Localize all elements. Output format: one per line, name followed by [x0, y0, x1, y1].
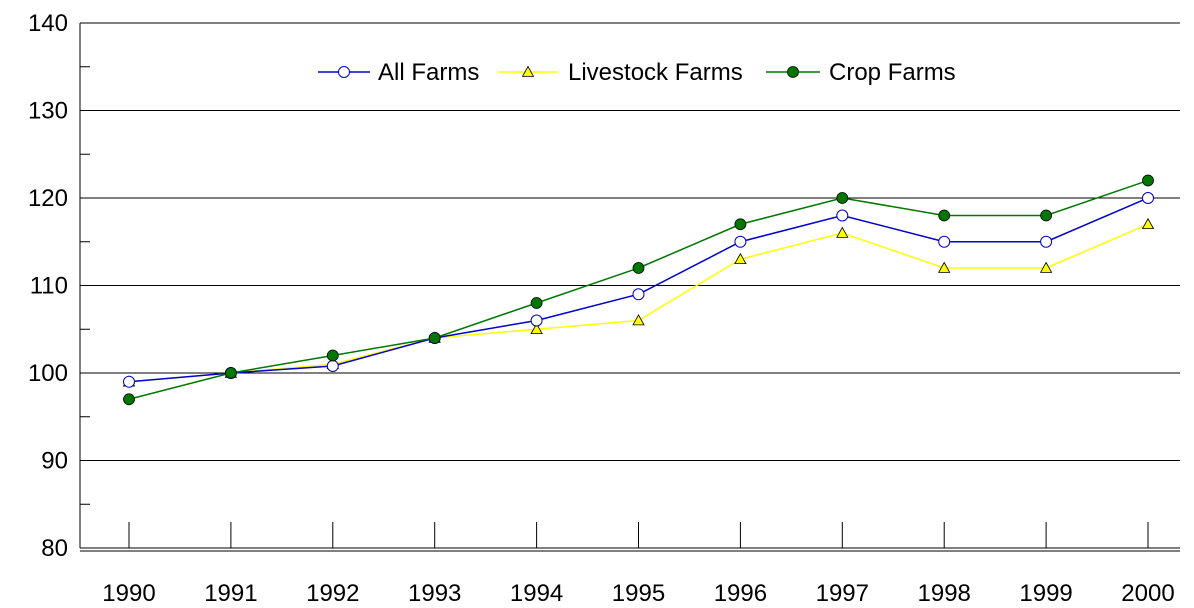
axes: [79, 23, 1180, 552]
data-point-crop-farms: [123, 393, 135, 406]
y-tick-label: 90: [41, 448, 68, 475]
data-point-all-farms: [938, 235, 951, 248]
x-tick-label: 1996: [714, 580, 767, 607]
gridlines: [80, 22, 1180, 461]
data-point-crop-farms: [632, 262, 645, 274]
y-tick-label: 110: [30, 273, 68, 300]
x-axis-ticks: 1990 1991 1992 1993 1994 1995 1996 1997 1998 1999…: [102, 522, 1175, 607]
legend: All Farms Livestock Farms Crop Farms: [318, 59, 956, 86]
x-tick-label: 1992: [306, 580, 359, 607]
data-point-all-farms: [326, 360, 339, 372]
data-point-livestock-farms: [530, 322, 543, 335]
legend-label-all-farms: All Farms: [378, 59, 479, 86]
y-tick-label: 120: [28, 185, 68, 212]
data-point-all-farms: [530, 314, 543, 327]
x-tick-label: 1990: [102, 580, 155, 607]
legend-marker-all-farms: [338, 66, 350, 78]
x-tick-label: 1994: [510, 580, 563, 607]
data-point-livestock-farms: [1141, 217, 1155, 230]
series-crop-farms: [123, 174, 1154, 406]
x-tick-label: 1991: [204, 580, 257, 607]
y-axis-ticks: 80 90 100 110 120 130 140: [28, 10, 90, 562]
data-point-crop-farms: [1142, 174, 1154, 187]
data-point-crop-farms: [224, 367, 237, 379]
y-tick-label: 100: [28, 360, 68, 387]
data-point-crop-farms: [1040, 209, 1052, 222]
data-point-livestock-farms: [632, 314, 645, 326]
y-tick-label: 80: [41, 535, 68, 562]
legend-marker-crop-farms: [787, 66, 799, 78]
data-point-crop-farms: [530, 297, 543, 309]
data-point-all-farms: [1040, 235, 1053, 248]
data-point-livestock-farms: [734, 252, 747, 265]
data-point-all-farms: [734, 235, 747, 248]
legend-item-livestock-farms: Livestock Farms: [498, 59, 743, 86]
data-point-crop-farms: [428, 332, 441, 344]
legend-label-livestock-farms: Livestock Farms: [568, 59, 743, 86]
data-point-crop-farms: [836, 192, 849, 204]
data-point-all-farms: [632, 288, 645, 301]
x-tick-label: 2000: [1121, 580, 1174, 607]
legend-item-all-farms: All Farms: [318, 59, 479, 86]
series-line-livestock-farms: [128, 223, 1149, 383]
x-tick-label: 1999: [1019, 580, 1072, 607]
y-tick-label: 140: [28, 10, 68, 37]
series-all-farms: [123, 192, 1154, 388]
x-tick-label: 1993: [408, 580, 461, 607]
data-point-all-farms: [836, 209, 849, 222]
data-point-crop-farms: [938, 209, 951, 222]
legend-item-crop-farms: Crop Farms: [766, 59, 956, 86]
data-point-crop-farms: [734, 218, 747, 231]
data-point-livestock-farms: [938, 261, 951, 273]
x-tick-label: 1997: [816, 580, 869, 607]
legend-label-crop-farms: Crop Farms: [829, 59, 956, 86]
data-point-livestock-farms: [1039, 261, 1053, 273]
data-point-all-farms: [1142, 192, 1154, 204]
y-tick-label: 130: [28, 98, 68, 125]
series-lines: [122, 174, 1155, 406]
data-point-crop-farms: [326, 349, 339, 362]
data-point-livestock-farms: [836, 226, 849, 238]
x-tick-label: 1998: [918, 580, 971, 607]
data-point-all-farms: [123, 375, 135, 388]
x-tick-label: 1995: [612, 580, 665, 607]
legend-marker-livestock-farms: [521, 65, 535, 77]
series-livestock-farms: [122, 217, 1155, 387]
